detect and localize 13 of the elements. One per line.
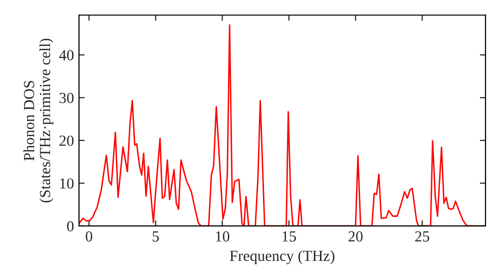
y-tick-label: 10 <box>60 178 74 189</box>
x-tick-label: 10 <box>216 231 230 242</box>
y-tick-label: 20 <box>60 136 74 146</box>
x-tick-label: 0 <box>86 231 92 242</box>
x-tick-label: 5 <box>152 231 159 242</box>
y-tick-label: 0 <box>67 221 74 232</box>
y-tick-label: 30 <box>60 92 74 104</box>
x-tick-label: 20 <box>348 231 363 242</box>
y-tick-label: 40 <box>59 50 74 60</box>
y-axis-title: Phonon DOS (States/THz·primitive cell) <box>23 38 54 202</box>
x-tick-label: 25 <box>415 231 430 242</box>
x-tick-label: 15 <box>282 231 296 242</box>
x-axis-title: Frequency (THz) <box>230 250 334 264</box>
